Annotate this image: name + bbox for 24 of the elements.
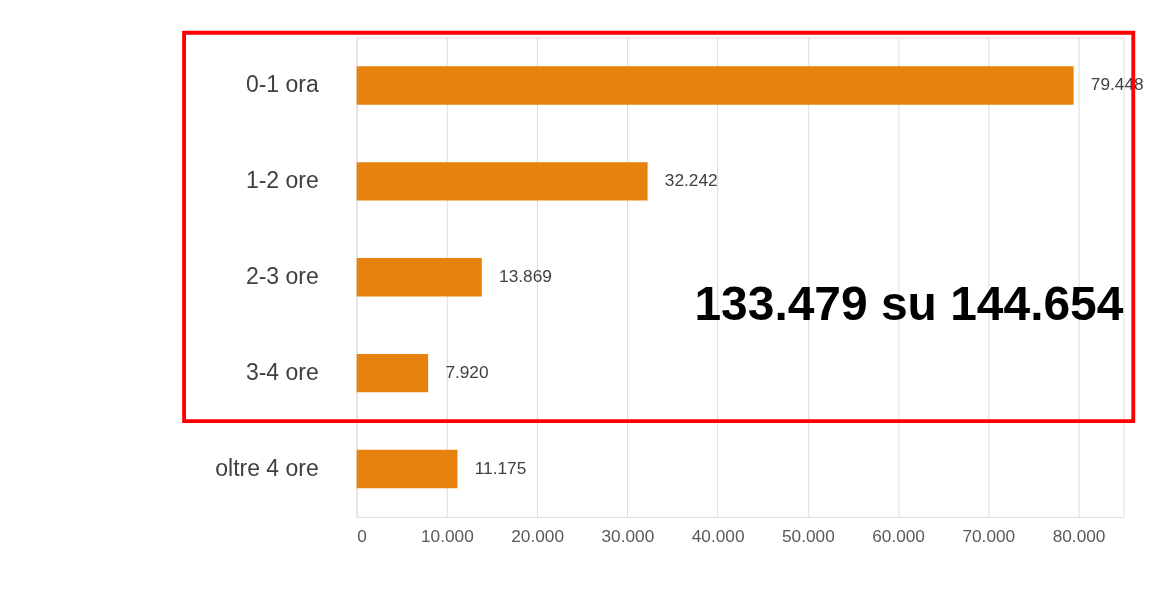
- annotation: 133.479 su 144.654: [694, 277, 1124, 331]
- x-tick-label: 40.000: [691, 526, 745, 547]
- y-tick-label: 3-4 ore: [245, 358, 319, 385]
- y-tick-label: oltre 4 ore: [215, 454, 319, 481]
- bar: [356, 449, 458, 489]
- y-tick-label: 1-2 ore: [245, 167, 319, 194]
- y-tick-label: 0-1 ora: [245, 71, 319, 98]
- y-tick-label: 2-3 ore: [245, 262, 319, 289]
- bar: [356, 162, 648, 201]
- data-label: 7.920: [445, 361, 489, 382]
- bar: [356, 258, 482, 297]
- x-tick-label: 10.000: [421, 526, 474, 547]
- x-tick-label: 30.000: [601, 526, 655, 547]
- x-tick-label: 60.000: [872, 526, 925, 547]
- bar: [356, 353, 429, 393]
- data-label: 32.242: [664, 170, 718, 191]
- data-label: 13.869: [499, 266, 552, 287]
- x-tick-label: 20.000: [511, 526, 564, 547]
- x-tick-label: 0: [357, 526, 367, 547]
- x-tick-label: 50.000: [781, 526, 835, 547]
- x-tick-label: 80.000: [1052, 526, 1106, 547]
- data-label: 11.175: [474, 457, 527, 478]
- bar: [356, 66, 1074, 105]
- x-tick-label: 70.000: [962, 526, 1016, 547]
